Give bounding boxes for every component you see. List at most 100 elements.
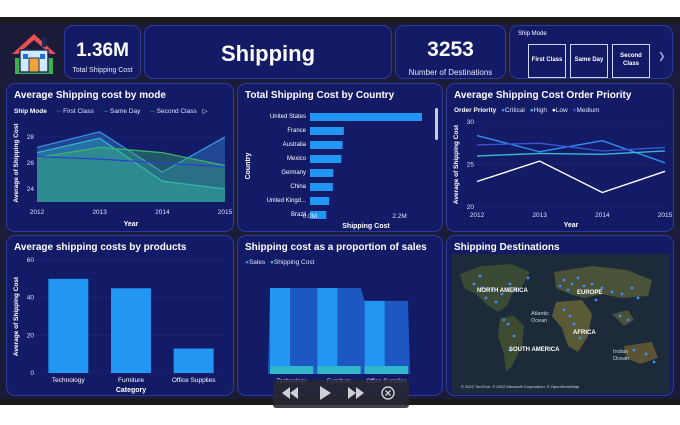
country-bar-chart: United States France Australia Mexico German… [245, 113, 422, 230]
play-icon[interactable] [318, 384, 332, 402]
y-tick-label: 40 [27, 295, 35, 302]
y-tick-label: 30 [467, 119, 475, 126]
y-tick-label: 26 [27, 160, 35, 167]
world-map[interactable] [452, 254, 670, 394]
kpi-number-of-destinations: 3253 Number of Destinations [395, 25, 506, 79]
bar-technology [48, 278, 89, 373]
legend-item: First Class [63, 108, 94, 115]
y-tick-label: United States [270, 114, 306, 120]
y-axis-label: Average of Shipping Cost [453, 124, 460, 204]
y-tick-label: Mexico [287, 156, 307, 162]
area-second-class [37, 147, 225, 202]
series-line-extra [36, 155, 226, 168]
x-tick-label: 2012 [30, 209, 45, 216]
chart-proportion-of-sales: Shipping cost as a proportion of sales ●… [237, 235, 443, 396]
kpi-total-shipping-cost: 1.36M Total Shipping Cost [64, 25, 141, 79]
bar-united-states [310, 113, 422, 121]
x-tick-label: 2013 [532, 212, 547, 219]
destinations-label: Number of Destinations [408, 68, 493, 77]
y-tick-label: 20 [27, 332, 35, 339]
bar-mexico [310, 155, 342, 163]
chart-legend: Order Priority ●Critical ●High ●Low ●Med… [454, 107, 600, 114]
top-bar [0, 17, 680, 23]
y-axis-label: Average of Shipping Cost [13, 276, 20, 356]
chart-legend: ●Sales ●Shipping Cost [245, 259, 315, 266]
chart-title: Total Shipping Cost by Country [245, 90, 395, 101]
legend-item: Shipping Cost [273, 259, 315, 266]
bar-shipping-technology [270, 366, 314, 374]
x-axis-label: Year [564, 222, 579, 229]
chart-cost-by-country: Total Shipping Cost by Country United St… [237, 83, 443, 232]
x-tick-label: 2013 [92, 209, 107, 216]
y-tick-label: 60 [27, 257, 35, 264]
x-tick-label: Office Supplies [172, 377, 216, 384]
video-player-controls [273, 380, 409, 408]
bar-furniture [111, 288, 151, 373]
map-label-atlantic: Atlantic Ocean [531, 311, 550, 324]
y-tick-label: United Kingd... [267, 198, 307, 204]
bar-sales-technology [270, 288, 290, 374]
ship-mode-same-day[interactable]: Same Day [570, 44, 608, 78]
slicer-next-icon[interactable]: ❯ [658, 51, 666, 61]
line-first-class [36, 131, 226, 173]
x-axis-label: Category [116, 387, 146, 394]
total-cost-value: 1.36M [76, 40, 129, 61]
bar-china [310, 183, 333, 191]
chart-legend: Ship Mode ─ First Class ─ Same Day ─ Sec… [14, 108, 208, 115]
bar-france [310, 127, 344, 135]
chart-scrollbar[interactable] [435, 108, 438, 140]
area-same-day [37, 138, 225, 202]
map-label-europe: EUROPE [577, 290, 603, 296]
y-tick-label: Brazil [291, 212, 306, 218]
title-card: Shipping [144, 25, 392, 79]
page-title: Shipping [220, 41, 316, 66]
x-tick-label: 2015 [218, 209, 233, 216]
chart-title: Average Shipping Cost Order Priority [454, 90, 632, 101]
close-icon[interactable] [381, 386, 395, 400]
total-cost-label: Total Shipping Cost [72, 67, 133, 74]
products-bar-chart: 0 20 40 60 Technology Furniture Office Supplie… [13, 257, 225, 394]
map-label-africa: AFRICA [573, 330, 596, 336]
previous-icon[interactable] [281, 385, 299, 401]
chart-title: Shipping cost as a proportion of sales [245, 242, 427, 253]
y-tick-label: 25 [467, 162, 475, 169]
x-axis-label: Year [124, 221, 139, 228]
ship-mode-first-class[interactable]: First Class [528, 44, 566, 78]
x-tick-label: 2014 [595, 212, 610, 219]
chart-title: Average Shipping cost by mode [14, 90, 166, 101]
y-axis-label: Average of Shipping Cost [13, 123, 20, 203]
line-second-class [36, 146, 226, 167]
y-axis-label: Country [245, 152, 252, 179]
y-tick-label: 24 [27, 186, 35, 193]
bar-germany [310, 169, 334, 177]
map-attribution: © 2022 TomTom, © 2022 Microsoft Corporat… [461, 384, 580, 389]
x-tick-label: 0.0M [303, 213, 317, 220]
bar-shipping-furniture [317, 366, 361, 374]
x-axis-label: Shipping Cost [342, 223, 390, 230]
map-shipping-destinations: Shipping Destinations NORTH AMERICA EURO… [446, 235, 674, 396]
bar-office-supplies [173, 348, 214, 373]
x-tick-label: Technology [52, 377, 86, 384]
legend-item: Low [555, 107, 568, 114]
line-high [476, 150, 666, 157]
x-tick-label: 2015 [658, 212, 673, 219]
legend-title: Order Priority [454, 107, 497, 114]
legend-next-icon[interactable]: ▷ [202, 108, 208, 115]
ship-mode-slicer: Ship Mode First Class Same Day Second Cl… [509, 25, 673, 79]
y-tick-label: 20 [467, 204, 475, 211]
chart-title: Average shipping costs by products [14, 242, 187, 253]
bar-sales-furniture [317, 288, 338, 374]
home-logo-icon [8, 28, 60, 78]
mode-area-chart: 24 26 28 2012 2013 2014 2015 Year Average of Shi… [13, 123, 233, 228]
bar-australia [310, 141, 343, 149]
legend-item: Sales [248, 259, 266, 266]
legend-item: High [533, 107, 548, 114]
line-same-day [36, 137, 226, 190]
x-tick-label: 2014 [155, 209, 170, 216]
next-icon[interactable] [347, 385, 365, 401]
ship-mode-second-class[interactable]: Second Class [612, 44, 650, 78]
map-title: Shipping Destinations [454, 242, 560, 253]
ship-mode-label: Ship Mode [518, 31, 547, 37]
destinations-value: 3253 [427, 38, 474, 61]
chart-order-priority: Average Shipping Cost Order Priority Ord… [446, 83, 674, 232]
